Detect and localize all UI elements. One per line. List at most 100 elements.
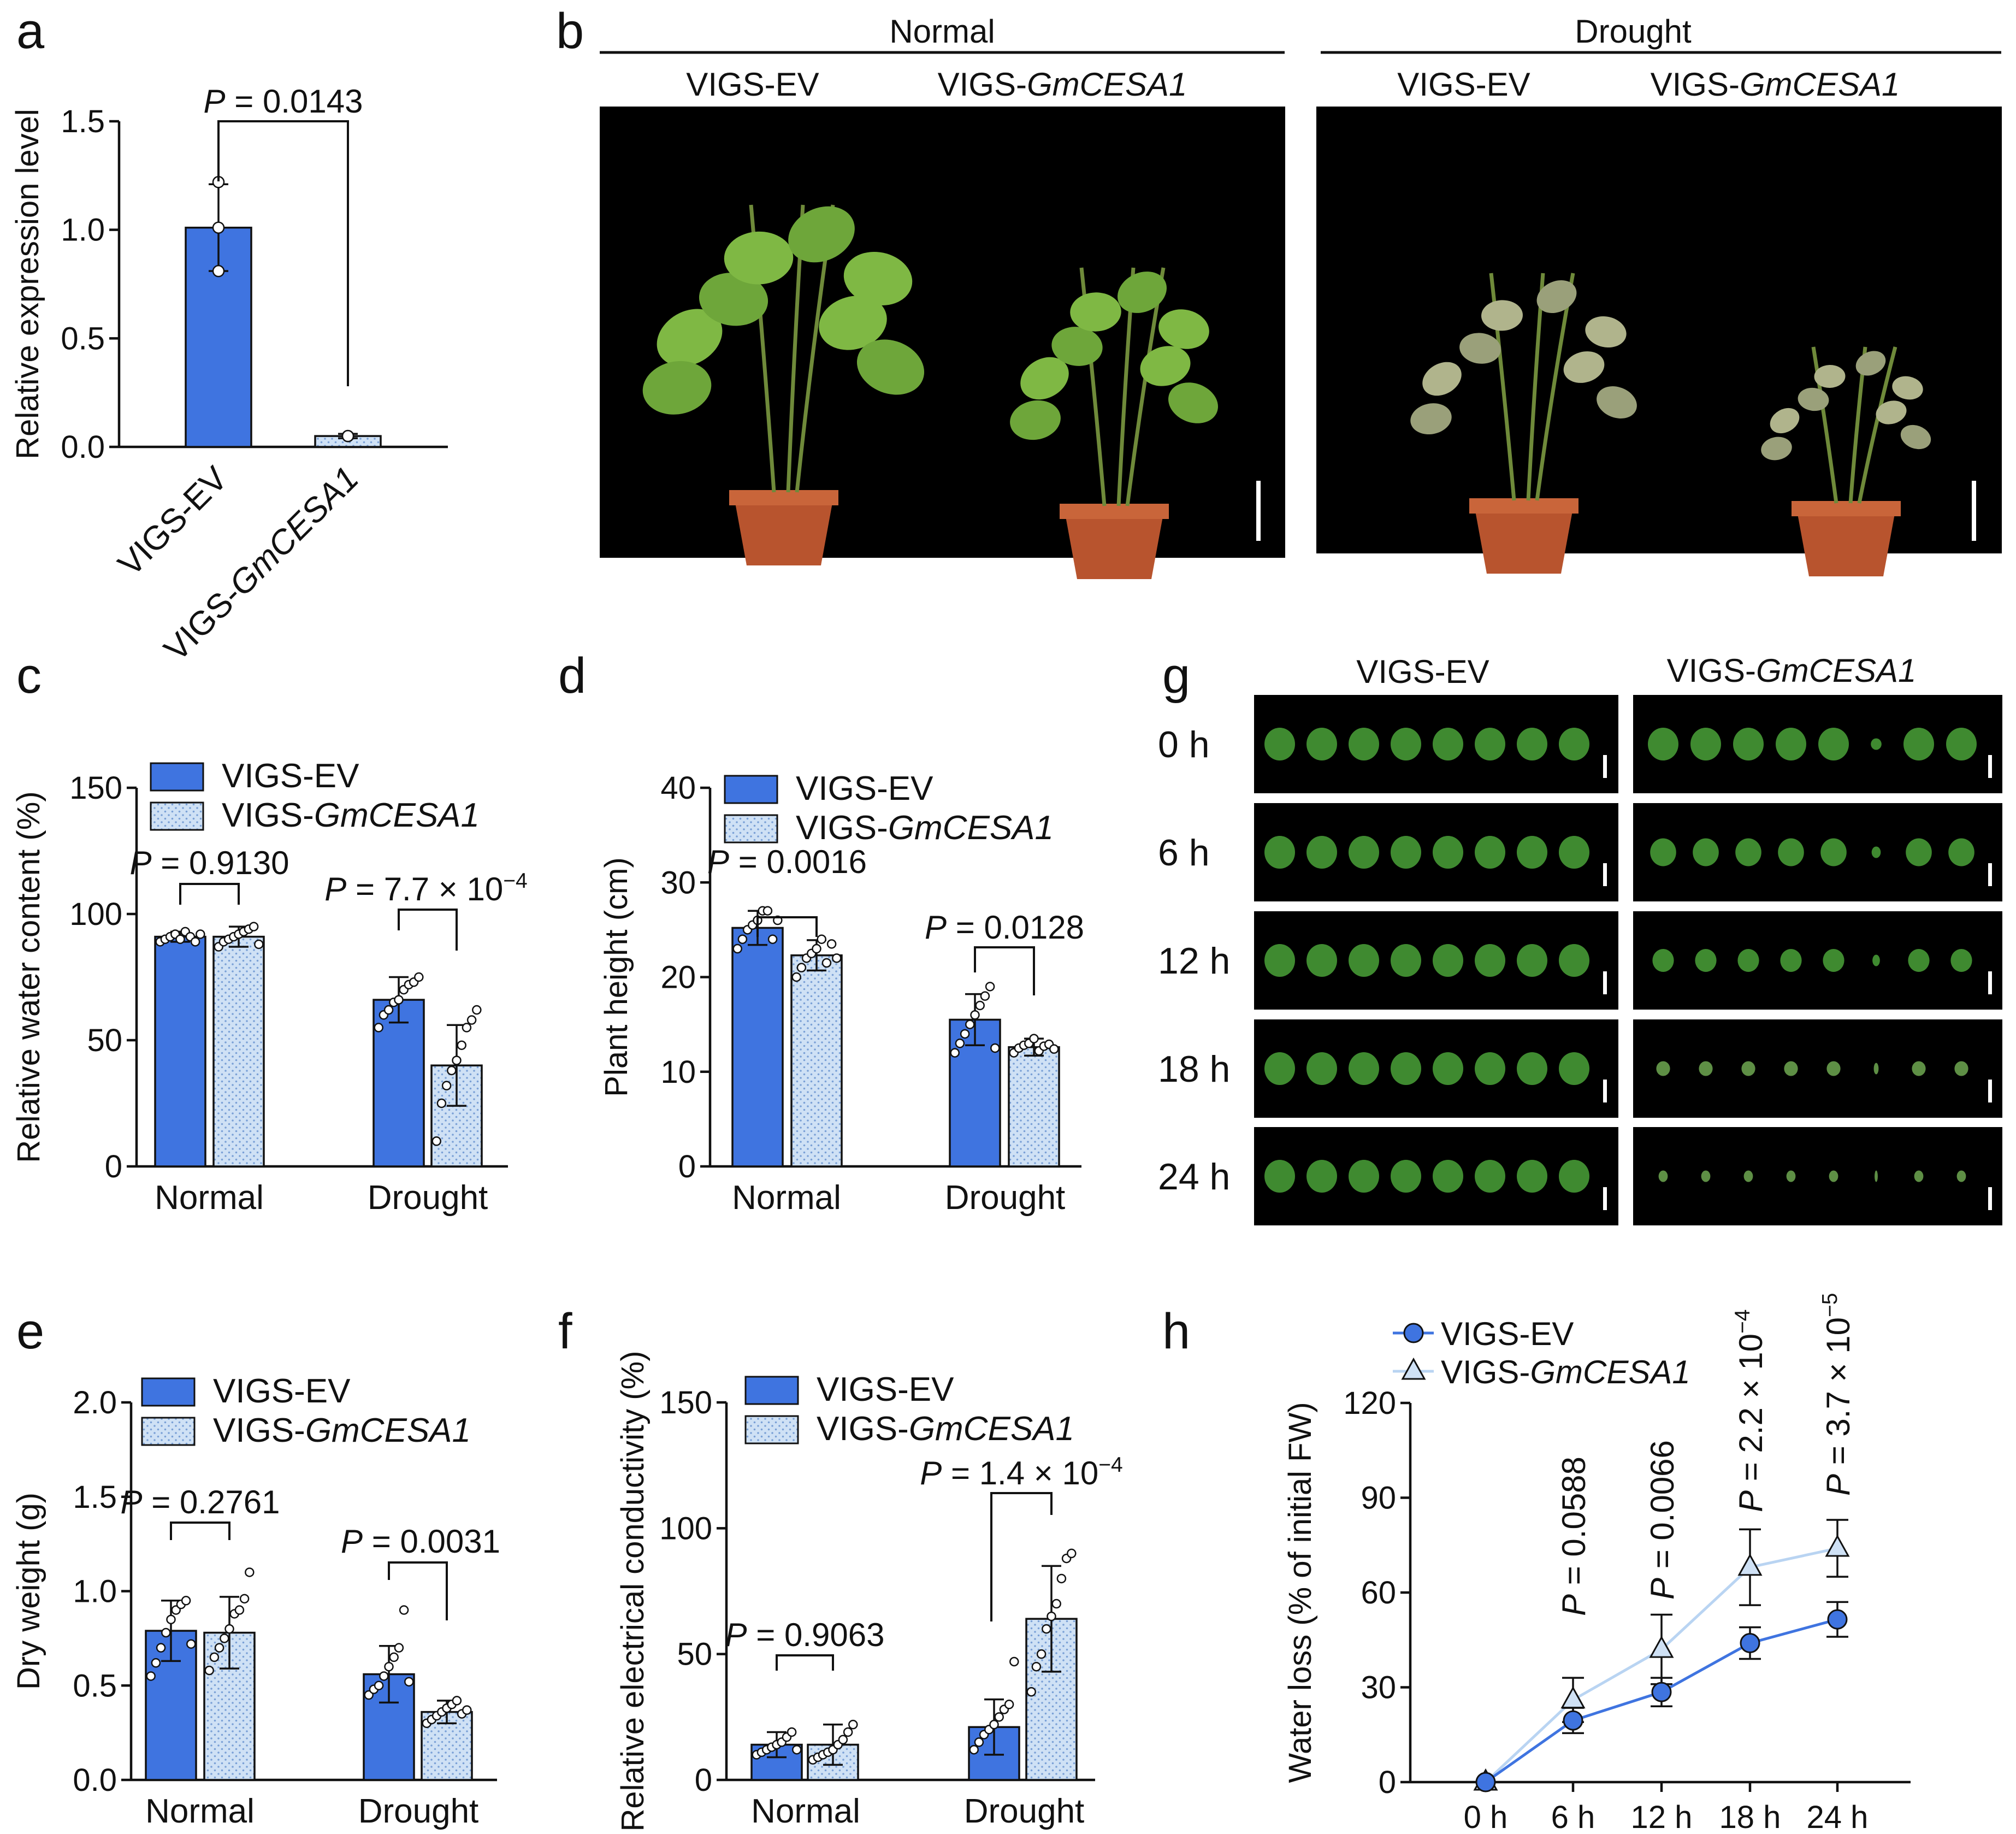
- leaf: [1656, 1061, 1670, 1076]
- data-point: [1056, 1573, 1067, 1584]
- data-point: [974, 1737, 984, 1747]
- scale-bar: [1603, 863, 1607, 886]
- data-point: [472, 1005, 482, 1015]
- y-tick-label: 1.5: [61, 104, 105, 139]
- leaf: [1264, 944, 1295, 977]
- plant-leaf: [1459, 333, 1501, 364]
- legend-label-mut: VIGS-GmCESA1: [222, 797, 480, 834]
- y-tick-label: 0.5: [73, 1668, 117, 1703]
- data-point: [146, 1671, 156, 1681]
- p-value-label: P = 0.0031: [341, 1523, 500, 1560]
- significance-bracket: [974, 946, 1035, 995]
- data-point: [1563, 1710, 1583, 1731]
- data-point: [848, 1719, 858, 1730]
- pot: [1475, 508, 1573, 574]
- data-point: [156, 1643, 166, 1653]
- leaf: [1264, 728, 1295, 760]
- leaf-photo-mut: [1633, 911, 2002, 1010]
- data-point: [394, 1643, 404, 1653]
- data-point: [1051, 1599, 1061, 1609]
- leaf: [1950, 949, 1972, 972]
- leaf: [1517, 944, 1547, 977]
- leaf: [1517, 836, 1547, 869]
- data-point: [212, 264, 225, 278]
- pot-rim: [729, 490, 838, 505]
- plant-leaf: [1597, 386, 1637, 418]
- row-label: 0 h: [1158, 724, 1210, 765]
- y-tick-label: 90: [1361, 1481, 1396, 1516]
- plant-leaf: [1876, 400, 1907, 424]
- plant-leaf: [1118, 272, 1167, 313]
- plant-leaf: [1892, 376, 1923, 400]
- y-tick-label: 100: [69, 897, 122, 932]
- panel-label-g: g: [1162, 648, 1190, 704]
- panel-label-a: a: [16, 3, 45, 59]
- data-point: [457, 1040, 466, 1050]
- data-point: [466, 1015, 477, 1025]
- p-value-label: P = 1.4 × 10−4: [920, 1453, 1122, 1491]
- data-point: [1649, 1636, 1674, 1658]
- data-point: [399, 1605, 409, 1615]
- leaf: [1306, 836, 1337, 869]
- plant-leaf: [1900, 424, 1931, 450]
- data-point: [186, 1639, 196, 1649]
- p-value-label: P = 0.0588: [1556, 1456, 1592, 1616]
- legend-swatch-ev: [150, 762, 204, 792]
- y-tick-label: 40: [660, 770, 696, 806]
- plant-leaf: [1585, 316, 1627, 348]
- legend-swatch-ev: [724, 775, 778, 804]
- legend-label-ev: VIGS-EV: [817, 1371, 954, 1408]
- leaf: [1559, 944, 1589, 977]
- data-point: [441, 1081, 452, 1090]
- data-point: [980, 991, 990, 1001]
- label-ev-drought: VIGS-EV: [1397, 66, 1530, 103]
- y-axis-label: Relative expression level: [10, 109, 45, 459]
- p-value-label: P = 0.0143: [204, 83, 363, 120]
- legend-swatch-ev: [744, 1376, 799, 1405]
- pot-rim: [1060, 504, 1169, 519]
- data-point: [383, 1005, 394, 1015]
- legend-swatch-mut: [724, 814, 778, 844]
- bar: [790, 954, 843, 1167]
- leaf: [1559, 728, 1589, 760]
- data-point: [1042, 1624, 1051, 1634]
- p-value-label: P = 0.2761: [121, 1484, 280, 1520]
- leaf: [1693, 838, 1719, 866]
- plant-leaf: [1410, 403, 1452, 435]
- leaf: [1433, 1052, 1463, 1085]
- chart-c: 0 50 100 150 Relative water content (%) Norma…: [11, 757, 528, 1217]
- leaf: [1872, 954, 1880, 966]
- plant-leaf: [1010, 400, 1061, 440]
- data-point: [843, 1727, 853, 1737]
- data-point: [985, 982, 995, 992]
- y-tick-label: 0: [678, 1149, 696, 1184]
- y-axis-label: Dry weight (g): [11, 1493, 46, 1690]
- leaf: [1908, 949, 1930, 972]
- plant-leaf: [699, 273, 768, 326]
- legend-swatch-mut: [744, 1415, 799, 1444]
- leaf: [1652, 949, 1674, 972]
- data-point: [990, 1043, 1000, 1053]
- leaf: [1264, 836, 1295, 869]
- y-axis-label: Plant height (cm): [599, 857, 634, 1096]
- leaf: [1658, 1170, 1668, 1182]
- leaf: [1784, 1061, 1798, 1076]
- header-drought: Drought: [1575, 13, 1692, 50]
- label-mut-normal: VIGS-GmCESA1: [938, 66, 1187, 103]
- leaf: [1914, 1170, 1924, 1182]
- data-point: [821, 958, 832, 968]
- leaf: [1433, 944, 1463, 977]
- plant-leaf: [1051, 327, 1103, 366]
- pot-rim: [1792, 501, 1901, 516]
- x-tick-label: Drought: [358, 1792, 479, 1830]
- legend-label-mut: VIGS-GmCESA1: [796, 809, 1054, 847]
- data-point: [414, 972, 424, 982]
- scale-bar: [1603, 1080, 1607, 1102]
- leaf: [1475, 1052, 1505, 1085]
- significance-bracket: [990, 1492, 1053, 1621]
- x-tick-label: Normal: [732, 1179, 841, 1217]
- scale-bar: [1603, 1187, 1607, 1210]
- data-point: [224, 1624, 234, 1634]
- data-point: [234, 1605, 245, 1615]
